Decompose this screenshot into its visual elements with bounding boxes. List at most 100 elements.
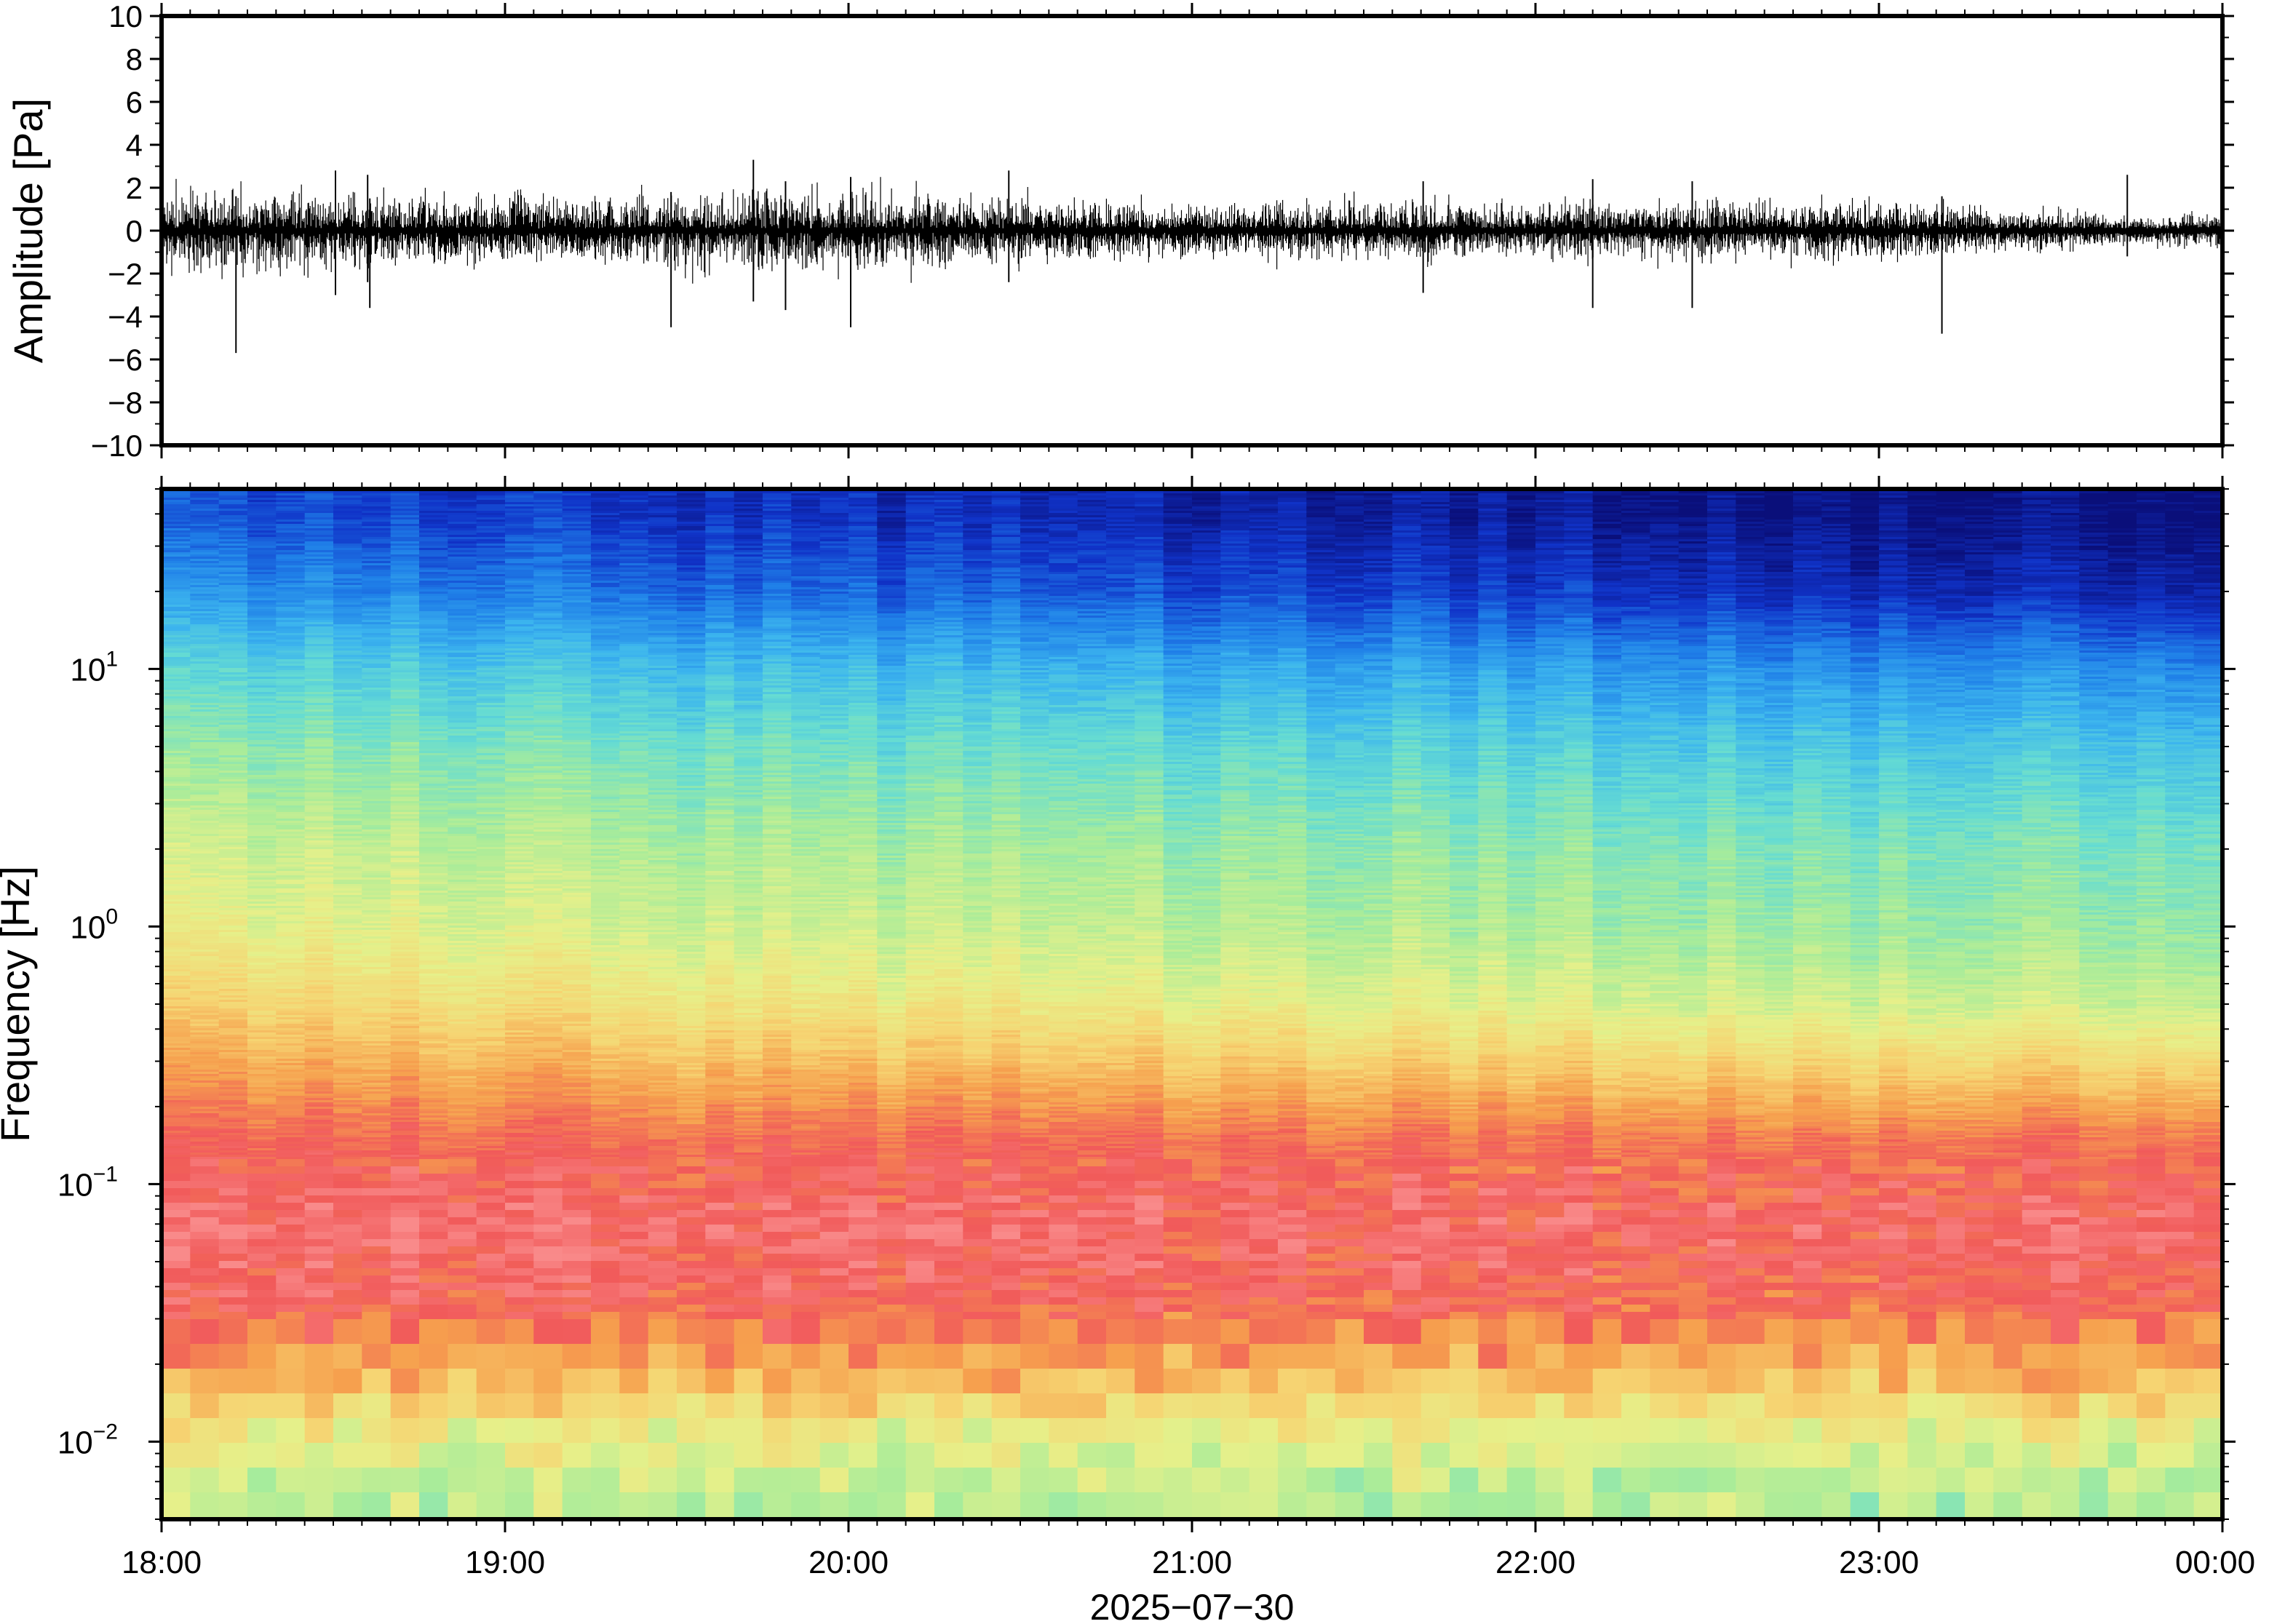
spectrogram-cell [305, 1305, 334, 1313]
spectrogram-cell [419, 1418, 448, 1444]
spectrogram-cell [362, 1181, 391, 1189]
spectrogram-cell [391, 1203, 420, 1211]
spectrogram-cell [391, 1210, 420, 1218]
spectrogram-cell [333, 1369, 362, 1394]
spectrogram-cell [247, 1468, 277, 1493]
spectrogram-cell [419, 1166, 448, 1174]
spectrogram-cell [247, 1418, 277, 1444]
spectrogram-cell [247, 1319, 277, 1345]
spectrogram-cell [333, 1443, 362, 1468]
spectrogram-cell [162, 1268, 191, 1276]
spectrogram-cell [276, 1232, 305, 1240]
spectrogram-cell [533, 1305, 563, 1313]
spectrogram-cell [162, 1217, 191, 1225]
spectrogram-cell [391, 1275, 420, 1283]
spectrogram-cell [362, 1261, 391, 1269]
spectrogram-cell [533, 1393, 563, 1419]
spectrogram-cell [305, 1443, 334, 1468]
spectrogram-cell [219, 1246, 248, 1254]
spectrogram-cell [162, 1283, 191, 1291]
spectrogram-cell [247, 1174, 277, 1182]
spectrogram-cell [477, 1418, 506, 1444]
spectrogram-cell [333, 1261, 362, 1269]
spectrogram-cell [333, 1203, 362, 1211]
spectrogram-cell [419, 1254, 448, 1262]
spectrogram-cell [305, 1275, 334, 1283]
spectrogram-cell [362, 1275, 391, 1283]
spectrogram-cell [419, 1275, 448, 1283]
spectrogram-cell [533, 1468, 563, 1493]
spectrogram-cell [362, 1319, 391, 1345]
spectrogram-cell [391, 1305, 420, 1313]
spectrogram-cell [305, 1246, 334, 1254]
spectrogram-cell [333, 1319, 362, 1345]
spectrogram-cell [419, 1297, 448, 1305]
spectrogram-cell [533, 1275, 563, 1283]
spectrogram-cell [362, 1174, 391, 1182]
spectrogram-cell [391, 1290, 420, 1298]
spectrogram-cell [477, 1210, 506, 1218]
spectrogram-cell [305, 1188, 334, 1196]
spectrogram-cell [247, 1239, 277, 1247]
spectrogram-cell [190, 1203, 219, 1211]
spectrogram-cell [505, 1312, 534, 1320]
spectrogram-cell [190, 1290, 219, 1298]
spectrogram-cell [391, 1217, 420, 1225]
spectrogram-cell [162, 1443, 191, 1468]
spectrogram-cell [276, 1297, 305, 1305]
spectrogram-cell [333, 1305, 362, 1313]
spectrogram-cell [419, 1305, 448, 1313]
spectrogram-cell [162, 1181, 191, 1189]
spectrogram-cell [219, 1217, 248, 1225]
spectrogram-cell [448, 1369, 477, 1394]
spectrogram-cell [448, 1246, 477, 1254]
spectrogram-cell [419, 1312, 448, 1320]
spectrogram-cell [362, 1369, 391, 1394]
spectrogram-cell [276, 1203, 305, 1211]
spectrogram-cell [190, 1261, 219, 1269]
spectrogram-cell [362, 1344, 391, 1369]
spectrogram-cell [419, 1159, 448, 1167]
spectrogram-cell [505, 1297, 534, 1305]
spectrogram-cell [391, 1232, 420, 1240]
spectrogram-cell [419, 1210, 448, 1218]
spectrogram-cell [219, 1290, 248, 1298]
spectrogram-cell [247, 1283, 277, 1291]
spectrogram-cell [533, 1443, 563, 1468]
spectrogram-cell [190, 1188, 219, 1196]
spectrogram-cell [219, 1261, 248, 1269]
spectrogram-cell [276, 1275, 305, 1283]
spectrogram-cell [362, 1418, 391, 1444]
spectrogram-cell [391, 1297, 420, 1305]
waveform-y-tick-label: 10 [108, 0, 143, 33]
spectrogram-cell [190, 1319, 219, 1345]
spectrogram-cell [505, 1275, 534, 1283]
spectrogram-cell [333, 1225, 362, 1233]
spectrogram-cell [190, 1210, 219, 1218]
spectrogram-cell [505, 1290, 534, 1298]
spectrogram-cell [219, 1254, 248, 1262]
spectrogram-cell [391, 1159, 420, 1167]
spectrogram-cell [162, 1159, 191, 1167]
waveform-y-tick-label: 8 [126, 42, 143, 76]
spectrogram-cell [448, 1225, 477, 1233]
spectrogram-cell [162, 1166, 191, 1174]
spectrogram-cell [190, 1174, 219, 1182]
spectrogram-cell [362, 1225, 391, 1233]
spectrogram-cell [448, 1210, 477, 1218]
waveform-y-tick-label: 0 [126, 214, 143, 248]
spectrogram-cell [477, 1443, 506, 1468]
spectrogram-cell [533, 1159, 563, 1167]
spectrogram-cell [219, 1188, 248, 1196]
spectrogram-cell [477, 1319, 506, 1345]
spectrogram-cell [276, 1443, 305, 1468]
spectrogram-cell [448, 1275, 477, 1283]
spectrogram-cell [190, 1297, 219, 1305]
spectrogram-cell [505, 1225, 534, 1233]
spectrogram-cell [333, 1290, 362, 1298]
spectrogram-cell [477, 1225, 506, 1233]
spectrogram-cell [247, 1492, 277, 1518]
spectrogram-cell [419, 1492, 448, 1518]
spectrogram-cell [247, 1195, 277, 1203]
spectrogram-cell [219, 1159, 248, 1167]
